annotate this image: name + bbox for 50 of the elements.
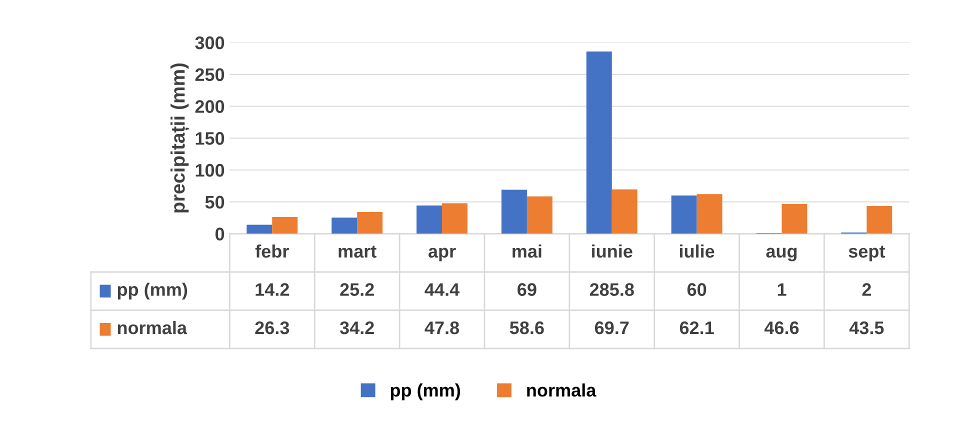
data-label: 43.5 <box>849 321 884 334</box>
data-label: 14.2 <box>256 283 289 296</box>
x-tick-label: iulie <box>680 244 714 258</box>
x-tick-label: iunie <box>592 244 632 258</box>
bar <box>246 224 272 234</box>
y-tick-label: 50 <box>205 196 224 209</box>
bar <box>416 205 442 234</box>
data-label: 1 <box>778 283 786 296</box>
data-label: 58.6 <box>510 321 544 334</box>
bar <box>866 206 892 234</box>
data-label: 62.1 <box>680 321 714 334</box>
bar <box>782 204 808 234</box>
data-label: 26.3 <box>255 321 290 334</box>
bar <box>671 196 697 234</box>
data-label: 47.8 <box>424 321 460 334</box>
y-tick-label: 150 <box>196 132 224 145</box>
bar <box>612 189 638 234</box>
bar <box>586 52 612 234</box>
x-tick-label: sept <box>848 246 886 262</box>
data-label: 69 <box>518 283 536 296</box>
bar <box>357 212 383 234</box>
legend-label: pp (mm) <box>118 282 188 300</box>
data-label: 46.6 <box>764 321 799 334</box>
data-label: 2 <box>862 283 871 296</box>
legend-label: normala <box>118 320 188 334</box>
bar <box>696 194 722 234</box>
y-tick-label: 100 <box>196 164 224 177</box>
y-tick-label: 200 <box>195 100 224 113</box>
y-tick-label: 300 <box>195 36 224 50</box>
y-tick-label: 250 <box>195 68 224 82</box>
x-tick-label: mart <box>338 246 376 258</box>
bar <box>526 196 552 234</box>
text: normala <box>527 383 596 397</box>
x-tick-label: febr <box>255 244 289 258</box>
bar <box>332 218 358 234</box>
data-label: 285.8 <box>590 283 634 296</box>
data-label: 44.4 <box>424 283 460 296</box>
data-label: 60 <box>687 283 706 296</box>
x-tick-label: aug <box>766 248 797 262</box>
data-label: 25.2 <box>340 283 374 296</box>
y-axis-title: precipitații (mm) <box>170 63 190 212</box>
x-tick-label: mai <box>512 244 542 258</box>
data-label: 69.7 <box>594 321 629 334</box>
bar <box>501 190 527 234</box>
text: pp (mm) <box>390 383 460 400</box>
data-label: 34.2 <box>340 321 374 334</box>
bar <box>272 216 298 234</box>
x-tick-label: apr <box>428 248 456 262</box>
bar <box>442 203 468 234</box>
y-tick-label: 0 <box>215 228 224 240</box>
